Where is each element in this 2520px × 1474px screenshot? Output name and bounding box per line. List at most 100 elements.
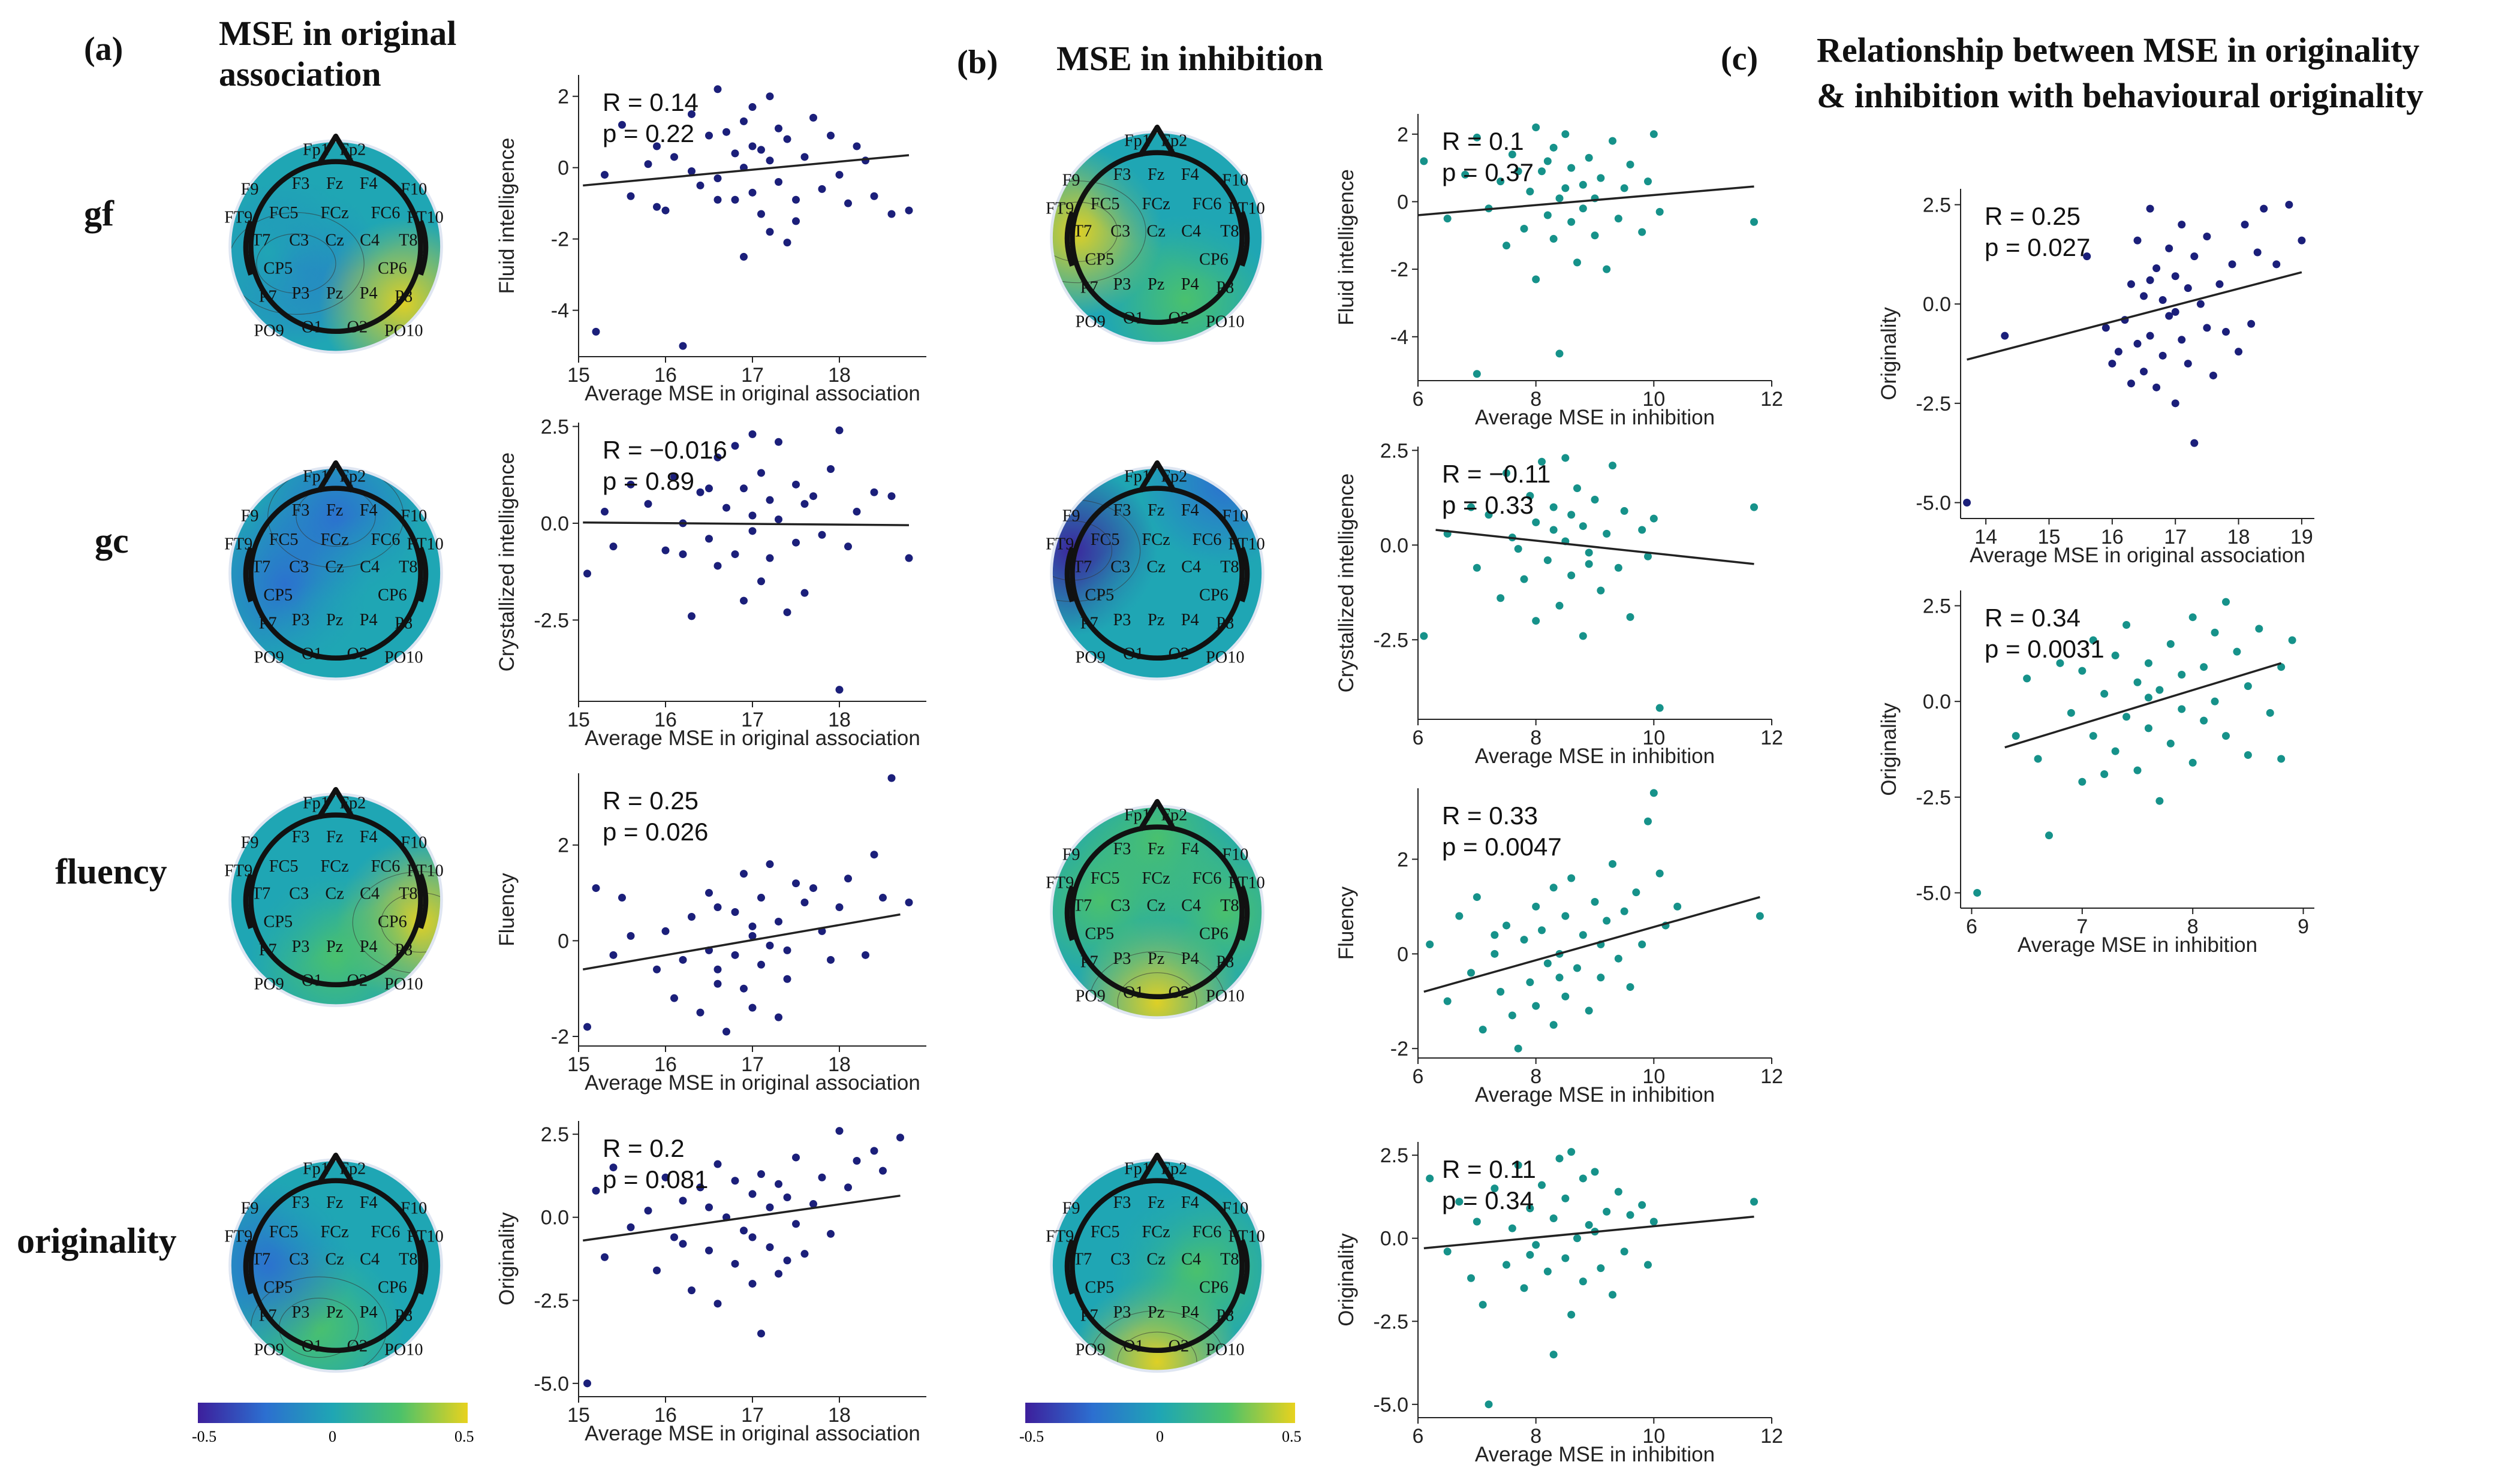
electrode-label: Fz (1148, 165, 1164, 184)
y-tick-label: 0 (558, 157, 569, 180)
data-point (688, 110, 696, 118)
electrode-label: P8 (1216, 614, 1234, 633)
data-point (2165, 312, 2173, 320)
data-point (1485, 511, 1493, 519)
electrode-label: Fp1 (303, 140, 329, 159)
electrode-label: CP6 (378, 586, 407, 605)
data-point (713, 965, 722, 973)
electrode-label: O1 (1123, 1337, 1144, 1356)
data-point (2152, 383, 2161, 391)
regression-line (583, 154, 910, 187)
electrode-label: O2 (1169, 645, 1190, 664)
scatter-a-fluency: 15 16 17 18 2 0 -2 Average MSE in original asso… (495, 773, 926, 1095)
data-point (1461, 170, 1470, 179)
data-point (1649, 789, 1658, 797)
data-point (783, 239, 791, 247)
data-point (1567, 1310, 1576, 1319)
y-axis-label: Originality (1877, 703, 1901, 796)
data-point (1532, 275, 1540, 284)
data-point (740, 252, 748, 261)
data-point (2166, 739, 2175, 747)
data-point (1526, 188, 1534, 196)
colorbar-b-gradient (1025, 1403, 1295, 1423)
data-point (583, 1023, 591, 1031)
data-point (705, 535, 713, 543)
right-ear-outline (1239, 885, 1250, 941)
electrode-label: PO9 (1075, 648, 1105, 667)
data-point (766, 228, 774, 236)
data-point (2277, 755, 2286, 763)
electrode-label: Fz (1148, 840, 1164, 858)
r-annotation: R = −0.11 (1442, 460, 1550, 488)
electrode-label: P3 (1113, 275, 1131, 294)
nose-outline (1138, 460, 1176, 493)
data-point (775, 515, 782, 523)
electrode-label: Fp2 (1161, 1159, 1187, 1178)
electrode-label: FC5 (1091, 1223, 1120, 1241)
data-point (1603, 917, 1611, 925)
contour-line (1117, 972, 1197, 1017)
data-point (688, 1286, 696, 1295)
data-point (2200, 663, 2208, 671)
electrode-label: T7 (252, 1250, 270, 1268)
y-tick-label: -2.5 (1373, 1310, 1408, 1333)
data-point (2166, 640, 2175, 648)
electrode-label: Pz (326, 611, 343, 629)
x-tick-label: 16 (654, 364, 677, 387)
data-point (2101, 324, 2110, 332)
electrode-label: FC6 (371, 1223, 401, 1241)
electrode-label: F4 (1181, 165, 1199, 184)
electrode-label: P7 (259, 288, 277, 306)
data-point (844, 1183, 852, 1192)
data-point (887, 774, 896, 782)
panel-a-heading: MSE in original association (219, 14, 457, 94)
left-ear-outline (243, 1239, 254, 1295)
data-point (644, 1207, 652, 1215)
r-annotation: R = 0.11 (1442, 1155, 1536, 1183)
data-point (2144, 724, 2152, 733)
data-point (1585, 1006, 1593, 1015)
electrode-label: O2 (347, 972, 368, 990)
data-point (1520, 936, 1528, 944)
data-point (1473, 370, 1481, 378)
data-point (1538, 1181, 1546, 1189)
data-point (844, 875, 852, 883)
electrode-label: T8 (399, 884, 417, 903)
x-tick-label: 8 (2187, 915, 2199, 938)
data-point (713, 562, 722, 570)
left-ear-outline (243, 547, 254, 602)
data-point (827, 1229, 835, 1238)
y-tick-label: 0 (1397, 191, 1408, 213)
x-tick-label: 6 (1966, 915, 1977, 938)
electrode-label: FT9 (1046, 1228, 1074, 1246)
topomap-blob (1072, 807, 1242, 924)
y-tick-label: -5.0 (1916, 882, 1951, 905)
x-tick-label: 18 (828, 364, 851, 387)
y-tick-label: -2.5 (1916, 786, 1951, 809)
data-point (827, 955, 835, 964)
p-annotation: p = 0.22 (603, 119, 694, 147)
electrode-label: FC5 (1091, 530, 1120, 549)
electrode-label: T7 (1073, 557, 1092, 576)
data-point (1549, 503, 1558, 511)
data-point (1479, 1026, 1487, 1034)
electrode-label: T8 (1220, 557, 1239, 576)
electrode-label: Pz (326, 284, 343, 303)
data-point (1549, 1351, 1558, 1359)
data-point (775, 917, 782, 926)
data-point (653, 203, 661, 211)
data-point (731, 149, 739, 158)
data-point (2215, 280, 2224, 288)
x-tick-label: 6 (1413, 1425, 1424, 1448)
scatter-c-original-association: 14 15 16 17 18 19 2.5 0.0 -2.5 -5.0 Average MSE in… (1877, 189, 2314, 567)
electrode-label: P7 (259, 614, 277, 633)
data-point (661, 927, 670, 935)
data-point (2184, 360, 2192, 368)
data-point (1526, 978, 1534, 987)
data-point (835, 1127, 844, 1135)
colorbar-a-min: -0.5 (192, 1428, 217, 1445)
data-point (879, 894, 887, 902)
x-tick-label: 15 (567, 1053, 590, 1076)
data-point (1649, 514, 1658, 523)
data-point (2288, 636, 2296, 644)
